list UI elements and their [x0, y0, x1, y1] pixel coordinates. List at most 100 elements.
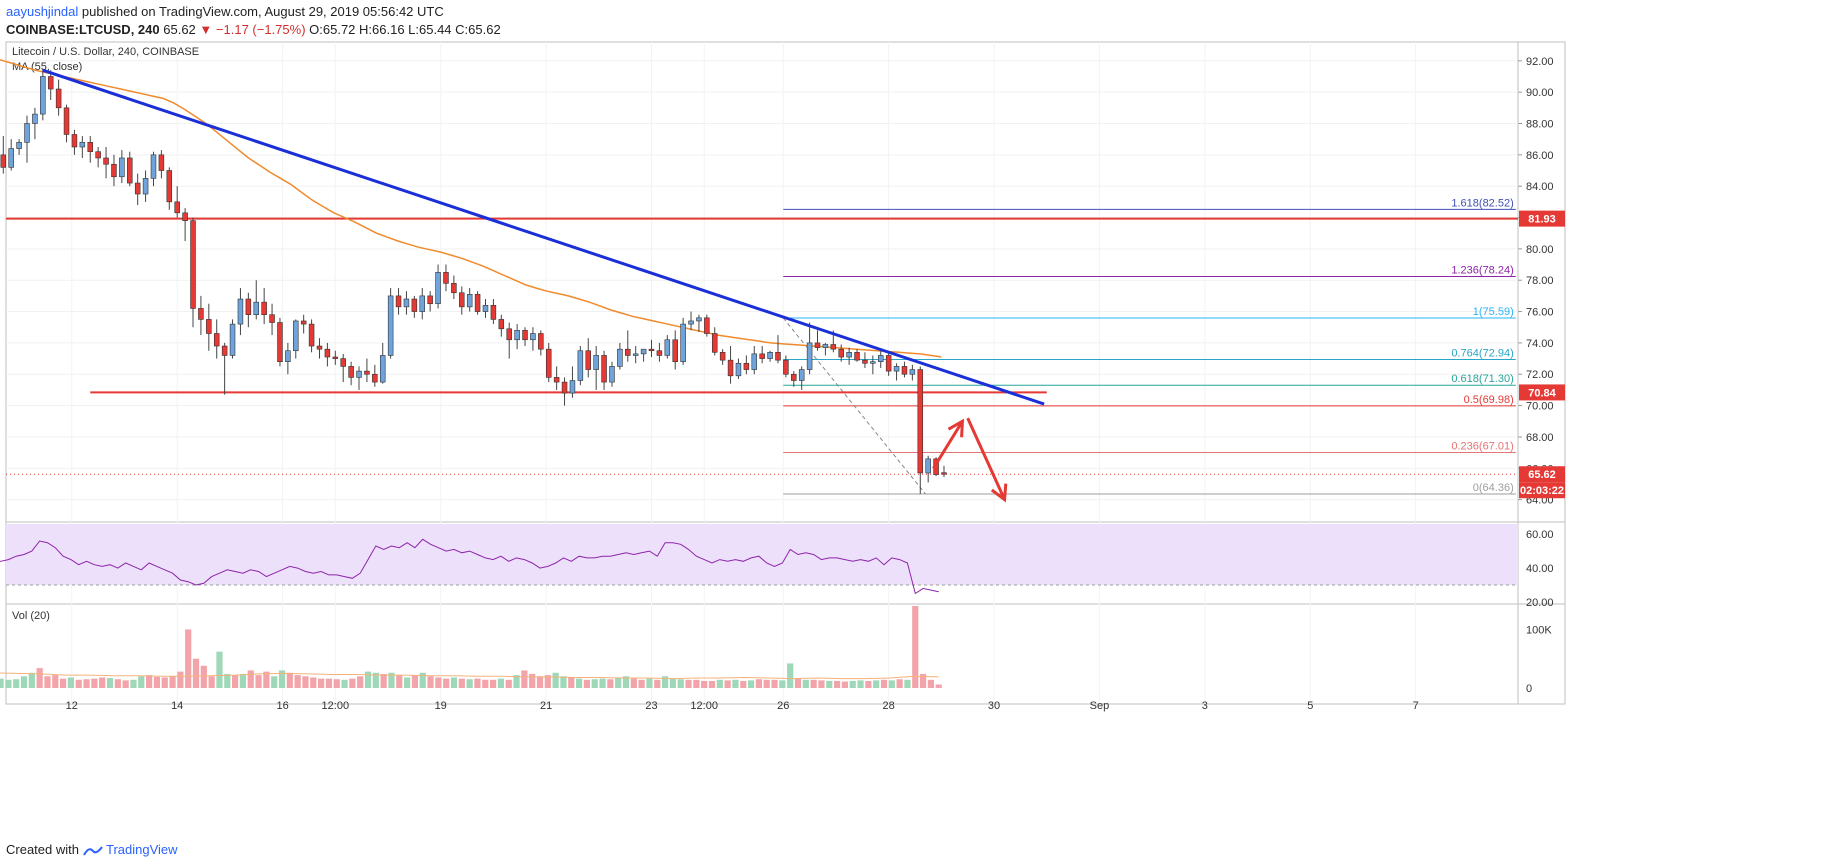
candle: [206, 303, 212, 351]
candle-body: [617, 348, 623, 367]
candle-body: [474, 294, 481, 312]
symbol-line: COINBASE:LTCUSD, 240 65.62 ▼ −1.17 (−1.7…: [6, 22, 501, 37]
volume-bar: [310, 677, 317, 688]
candle-body: [538, 333, 544, 350]
candle: [490, 299, 497, 325]
fib-level-label: 0.618(71.30): [1451, 373, 1513, 385]
volume-bar: [278, 670, 286, 688]
created-with-label: Created with: [6, 842, 79, 857]
candle: [16, 139, 22, 155]
ohlc-values: O:65.72 H:66.16 L:65.44 C:65.62: [309, 22, 501, 37]
time-tick-label: 26: [777, 700, 789, 712]
candle: [751, 346, 758, 375]
volume-bar: [208, 676, 215, 688]
volume-bar: [583, 679, 591, 688]
volume-bar: [99, 677, 106, 688]
candle-body: [925, 458, 931, 474]
candle: [198, 295, 204, 336]
time-tick-label: 7: [1413, 700, 1419, 712]
candle-body: [71, 134, 78, 148]
volume-bar: [669, 678, 677, 688]
volume-bar: [489, 679, 497, 688]
candle: [285, 342, 291, 375]
time-tick-label: 12:00: [690, 700, 718, 712]
tradingview-brand-link[interactable]: TradingView: [106, 842, 178, 857]
candle-body: [838, 348, 844, 358]
volume-bar: [724, 680, 731, 688]
candle-body: [522, 330, 528, 341]
candle-body: [498, 319, 505, 330]
volume-bar: [36, 668, 43, 688]
volume-bar: [685, 679, 692, 688]
candle: [213, 319, 220, 359]
candle: [838, 344, 844, 362]
candle-body: [640, 348, 647, 355]
candle-body: [719, 352, 726, 361]
candle: [783, 355, 789, 378]
candle-body: [40, 76, 46, 115]
volume-bar: [153, 676, 161, 688]
candle: [648, 339, 655, 358]
time-tick-label: 16: [276, 700, 288, 712]
candle-body: [585, 350, 592, 370]
volume-bar: [568, 677, 575, 688]
volume-bar: [169, 676, 176, 688]
candle-body: [885, 355, 892, 372]
volume-bar: [732, 679, 739, 688]
volume-bar: [474, 678, 481, 688]
candle: [340, 353, 346, 383]
volume-bar: [349, 678, 356, 688]
volume-bar: [841, 681, 849, 688]
candle-body: [221, 345, 228, 356]
candle: [379, 342, 386, 384]
price-tick-label: 84.00: [1526, 181, 1554, 193]
last-price: 65.62: [163, 22, 196, 37]
candle-body: [767, 352, 773, 359]
candle: [435, 264, 441, 309]
volume-bar: [427, 676, 434, 688]
candle: [569, 366, 576, 398]
candle-body: [561, 381, 568, 394]
published-info: published on TradingView.com, August 29,…: [81, 4, 444, 19]
volume-bar: [247, 670, 254, 688]
price-tick-label: 76.00: [1526, 307, 1554, 319]
fib-level-label: 0.236(67.01): [1451, 440, 1513, 452]
volume-bar: [450, 677, 458, 688]
price-chart-title: Litecoin / U.S. Dollar, 240, COINBASE: [12, 46, 199, 58]
volume-bar: [849, 680, 856, 688]
candle: [909, 364, 916, 381]
candle-body: [16, 142, 22, 149]
candle: [719, 349, 726, 365]
candle: [482, 299, 489, 318]
candle-body: [87, 142, 93, 153]
arrow-head: [947, 418, 965, 438]
candle: [743, 355, 750, 375]
candle-body: [427, 295, 433, 305]
candle: [451, 275, 457, 300]
candle-body: [514, 330, 520, 341]
candle-body: [63, 107, 70, 135]
author-link[interactable]: aayushjindal: [6, 4, 79, 19]
candle: [791, 371, 797, 387]
price-tick-label: 68.00: [1526, 432, 1554, 444]
candle-body: [854, 352, 860, 361]
candle: [166, 167, 173, 210]
volume-bar: [873, 680, 880, 688]
candle: [640, 348, 647, 362]
candle: [95, 147, 101, 168]
candle-body: [119, 157, 125, 178]
volume-bar: [513, 675, 520, 688]
candle: [775, 335, 781, 364]
volume-bar: [896, 679, 903, 688]
candle: [403, 291, 410, 315]
time-tick-label: 30: [988, 700, 1000, 712]
volume-bar: [44, 676, 51, 688]
volume-bar: [411, 675, 419, 688]
volume-bar: [60, 678, 67, 688]
volume-bar: [161, 677, 168, 688]
publication-header: aayushjindal published on TradingView.co…: [0, 0, 1828, 44]
candle: [545, 342, 552, 383]
price-tick-label: 86.00: [1526, 150, 1554, 162]
price-tick-label: 78.00: [1526, 275, 1554, 287]
